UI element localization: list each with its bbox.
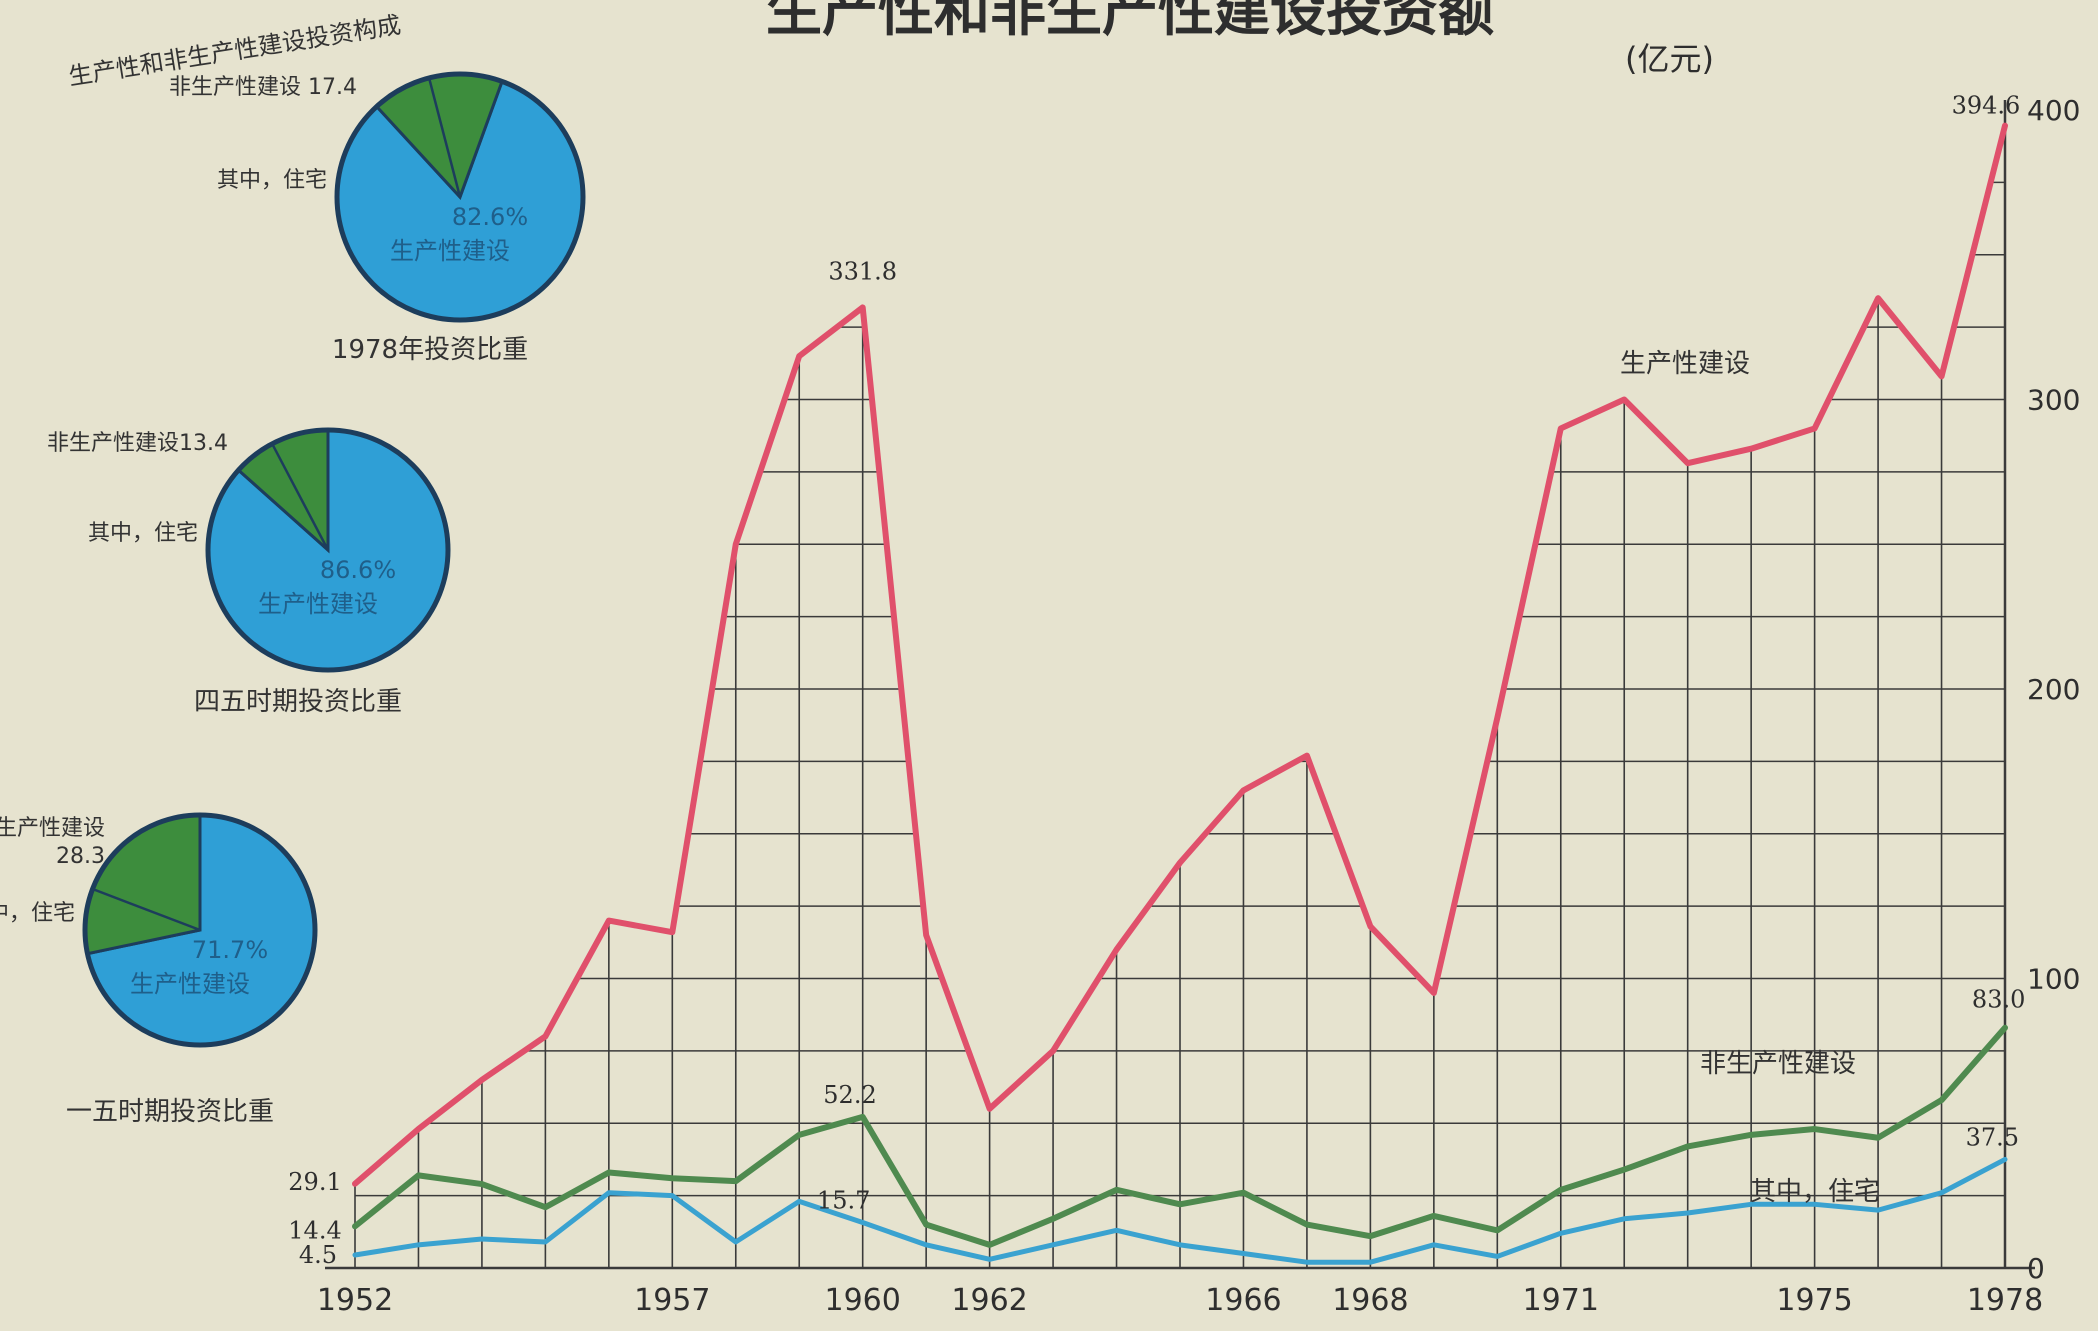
series-label-productive: 生产性建设 xyxy=(1620,349,1750,379)
pie-caption: 四五时期投资比重 xyxy=(194,687,402,717)
y-tick-label: 100 xyxy=(2027,963,2080,996)
chart-unit: (亿元) xyxy=(1625,40,1714,78)
pie-outline xyxy=(205,427,451,673)
series-lines xyxy=(352,122,2008,1265)
y-tick-label: 0 xyxy=(2027,1252,2045,1285)
pie-value-label: 86.6% xyxy=(320,556,396,584)
series-line-nonproductive xyxy=(352,1024,2008,1248)
x-tick-label: 1975 xyxy=(1776,1283,1852,1318)
axis-labels: 0 100 200 300 400 1952 1957 1960 1962 1966 1968 197… xyxy=(288,92,2080,1318)
series-label-nonproductive: 非生产性建设 xyxy=(1700,1049,1856,1079)
data-label: 331.8 xyxy=(828,257,897,285)
pie-label-housing: 其中，住宅 xyxy=(88,521,198,546)
data-label: 4.5 xyxy=(299,1241,337,1269)
pie-slice-label: 生产性建设 xyxy=(390,237,510,265)
pie-value-label: 82.6% xyxy=(452,203,528,231)
y-tick-label: 300 xyxy=(2027,384,2080,417)
x-tick-label: 1978 xyxy=(1967,1283,2043,1318)
x-tick-label: 1966 xyxy=(1205,1283,1281,1318)
pie-label-housing: 其中，住宅 xyxy=(0,901,75,926)
chart-title: 生产性和非生产性建设投资额 xyxy=(766,0,1494,44)
x-tick-label: 1962 xyxy=(951,1283,1027,1318)
pie-housing-divider xyxy=(92,887,201,932)
pie-slice-label: 生产性建设 xyxy=(258,590,378,618)
x-tick-label: 1971 xyxy=(1523,1283,1599,1318)
pie-housing-divider xyxy=(427,77,462,198)
pie-label-nonproductive: 非生产性建设 17.4 xyxy=(169,75,357,100)
pie-outline xyxy=(82,812,318,1048)
data-label: 15.7 xyxy=(817,1187,870,1215)
pie-label-nonproductive: 非生产性建设13.4 xyxy=(47,431,228,456)
pie-slice-label: 生产性建设 xyxy=(130,970,250,998)
pie-label-housing: 其中，住宅 xyxy=(217,168,327,193)
series-line-housing xyxy=(352,1156,2008,1265)
series-line-productive xyxy=(352,122,2008,1187)
pie-outline xyxy=(334,71,586,323)
grid xyxy=(325,100,2035,1270)
series-label-housing: 其中，住宅 xyxy=(1750,1177,1880,1207)
pie-label-nonproductive: 非生产性建设 xyxy=(0,816,105,841)
data-label: 29.1 xyxy=(288,1168,341,1196)
data-label: 52.2 xyxy=(823,1081,876,1109)
pie-label-nonproductive-value: 28.3 xyxy=(56,844,105,869)
data-label: 14.4 xyxy=(288,1216,341,1244)
x-tick-label: 1960 xyxy=(825,1283,901,1318)
pie-caption: 一五时期投资比重 xyxy=(66,1097,274,1127)
pie-caption: 1978年投资比重 xyxy=(332,335,528,365)
data-label: 37.5 xyxy=(1966,1123,2019,1151)
data-label: 83.0 xyxy=(1972,986,2025,1014)
x-tick-label: 1968 xyxy=(1332,1283,1408,1318)
pie-value-label: 71.7% xyxy=(192,936,268,964)
y-tick-label: 400 xyxy=(2027,94,2080,127)
x-tick-label: 1957 xyxy=(634,1283,710,1318)
y-tick-label: 200 xyxy=(2027,673,2080,706)
data-label: 394.6 xyxy=(1952,92,2021,120)
pie-housing-divider xyxy=(271,443,330,551)
x-tick-label: 1952 xyxy=(317,1283,393,1318)
